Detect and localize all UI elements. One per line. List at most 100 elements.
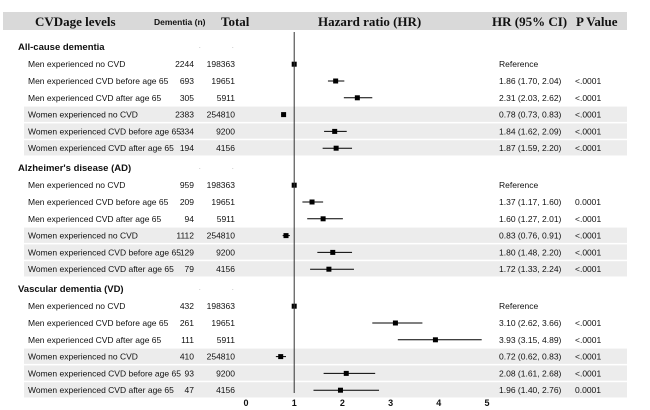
dementia-count: 209 xyxy=(180,197,194,207)
hr-point xyxy=(278,354,284,360)
x-tick-label: 1 xyxy=(292,398,297,408)
dementia-count: 2383 xyxy=(175,110,194,120)
hr-point xyxy=(330,249,336,255)
table-body: All-cause dementia. . Men experienced no C… xyxy=(18,42,602,395)
placeholder-mark: . xyxy=(232,165,234,171)
hr-point xyxy=(432,337,438,343)
total-count: 4156 xyxy=(216,264,235,274)
hr-point xyxy=(343,370,349,376)
total-count: 254810 xyxy=(207,110,236,120)
col-header-level: CVDage levels xyxy=(35,14,116,29)
section-title: Alzheimer's disease (AD) xyxy=(18,163,131,174)
dementia-count: 79 xyxy=(185,264,195,274)
total-count: 5911 xyxy=(217,335,236,345)
placeholder-mark: . xyxy=(199,286,201,292)
dementia-count: 93 xyxy=(185,368,195,378)
x-tick-label: 3 xyxy=(388,398,393,408)
col-header-hazard-ratio: Hazard ratio (HR) xyxy=(318,14,421,29)
row-shade xyxy=(24,106,627,122)
hr-ci-value: 3.10 (2.62, 3.66) xyxy=(499,318,562,328)
dementia-count: 410 xyxy=(180,352,194,362)
hr-ci-value: 1.87 (1.59, 2.20) xyxy=(499,143,562,153)
row-label: Women experienced CVD before age 65 xyxy=(28,368,181,378)
row-label: Women experienced no CVD xyxy=(28,231,138,241)
row-label: Men experienced no CVD xyxy=(28,59,125,69)
row-label: Women experienced no CVD xyxy=(28,110,138,120)
total-count: 19651 xyxy=(211,197,235,207)
x-tick-label: 0 xyxy=(243,398,248,408)
row-label: Women experienced CVD after age 65 xyxy=(28,385,174,395)
row-label: Men experienced CVD before age 65 xyxy=(28,318,169,328)
row-label: Men experienced CVD after age 65 xyxy=(28,214,162,224)
hr-ci-value: Reference xyxy=(499,59,538,69)
dementia-count: 111 xyxy=(181,335,194,345)
row-label: Men experienced no CVD xyxy=(28,301,125,311)
hr-point xyxy=(333,145,339,151)
hr-ci-value: Reference xyxy=(499,301,538,311)
section-title: Vascular dementia (VD) xyxy=(18,284,124,295)
header-row: CVDage levels Dementia (n) Total Hazard … xyxy=(3,12,627,30)
row-label: Men experienced CVD before age 65 xyxy=(28,76,169,86)
dementia-count: 194 xyxy=(180,143,194,153)
hr-ci-value: 3.93 (3.15, 4.89) xyxy=(499,335,562,345)
row-label: Women experienced CVD after age 65 xyxy=(28,143,174,153)
hr-ci-value: 2.31 (2.03, 2.62) xyxy=(499,93,562,103)
total-count: 5911 xyxy=(217,93,236,103)
dementia-count: 129 xyxy=(180,247,194,257)
hr-point xyxy=(333,78,339,84)
hr-point xyxy=(326,266,332,272)
hr-ci-value: 1.80 (1.48, 2.20) xyxy=(499,247,562,257)
hr-ci-value: 2.08 (1.61, 2.68) xyxy=(499,368,562,378)
total-count: 4156 xyxy=(216,385,235,395)
dementia-count: 959 xyxy=(180,180,194,190)
row-shade xyxy=(24,227,627,243)
dementia-count: 261 xyxy=(180,318,194,328)
col-header-dementia-n: Dementia (n) xyxy=(154,17,206,27)
row-label: Men experienced CVD after age 65 xyxy=(28,93,162,103)
header-background xyxy=(3,12,627,30)
x-axis: 0 1 2 3 4 5 xyxy=(243,398,489,408)
hr-ci-value: 0.83 (0.76, 0.91) xyxy=(499,231,562,241)
hr-ci-value: Reference xyxy=(499,180,538,190)
hr-point xyxy=(332,128,338,134)
p-value: <.0001 xyxy=(575,318,602,328)
p-value: <.0001 xyxy=(575,143,602,153)
row-label: Women experienced no CVD xyxy=(28,352,138,362)
hr-ci-value: 1.96 (1.40, 2.76) xyxy=(499,385,562,395)
dementia-count: 2244 xyxy=(175,59,194,69)
total-count: 19651 xyxy=(211,76,235,86)
hr-ci-value: 1.37 (1.17, 1.60) xyxy=(499,197,562,207)
total-count: 9200 xyxy=(216,247,235,257)
hr-ci-value: 0.72 (0.62, 0.83) xyxy=(499,352,562,362)
row-label: Women experienced CVD after age 65 xyxy=(28,264,174,274)
total-count: 254810 xyxy=(207,352,236,362)
row-label: Men experienced no CVD xyxy=(28,180,125,190)
x-tick-label: 5 xyxy=(484,398,489,408)
p-value: 0.0001 xyxy=(575,385,601,395)
hr-ci-value: 1.72 (1.33, 2.24) xyxy=(499,264,562,274)
dementia-count: 693 xyxy=(180,76,194,86)
hr-ci-value: 1.86 (1.70, 2.04) xyxy=(499,76,562,86)
total-count: 4156 xyxy=(216,143,235,153)
row-label: Women experienced CVD before age 65 xyxy=(28,126,181,136)
hr-point xyxy=(337,387,343,393)
p-value: <.0001 xyxy=(575,335,602,345)
p-value: <.0001 xyxy=(575,76,602,86)
col-header-total: Total xyxy=(221,14,250,29)
row-label: Men experienced CVD before age 65 xyxy=(28,197,169,207)
x-tick-label: 2 xyxy=(340,398,345,408)
total-count: 9200 xyxy=(216,126,235,136)
hr-point xyxy=(309,199,315,205)
p-value: <.0001 xyxy=(575,126,602,136)
dementia-count: 47 xyxy=(185,385,195,395)
hr-ci-value: 0.78 (0.73, 0.83) xyxy=(499,110,562,120)
dementia-count: 305 xyxy=(180,93,194,103)
p-value: <.0001 xyxy=(575,214,602,224)
hr-ci-value: 1.84 (1.62, 2.09) xyxy=(499,126,562,136)
p-value: <.0001 xyxy=(575,264,602,274)
total-count: 198363 xyxy=(207,180,236,190)
placeholder-mark: . xyxy=(232,286,234,292)
p-value: <.0001 xyxy=(575,368,602,378)
total-count: 5911 xyxy=(217,214,236,224)
col-header-p-value: P Value xyxy=(576,14,618,29)
